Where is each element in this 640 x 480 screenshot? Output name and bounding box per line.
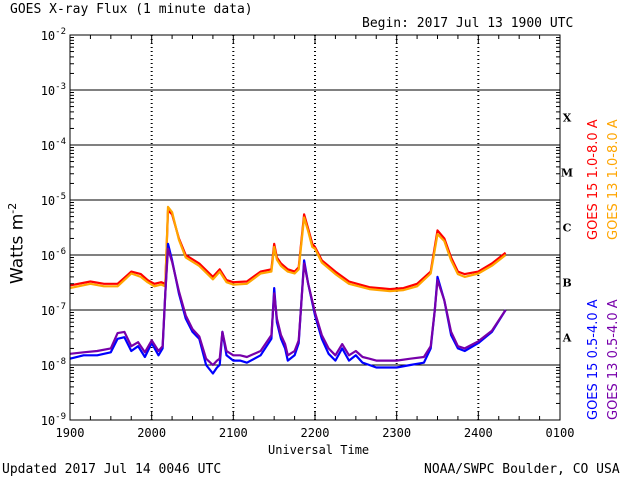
flare-class-label: C — [563, 222, 572, 235]
y-tick-label: 10-8 — [41, 357, 66, 373]
x-tick-label: 2300 — [382, 426, 411, 440]
x-tick-label: 0100 — [546, 426, 575, 440]
y-tick-label: 10-9 — [41, 412, 66, 428]
y-tick-label: 10-3 — [41, 82, 66, 98]
y-tick-base: 10 — [41, 359, 55, 373]
legend-entry-2: GOES 13 1.0-8.0 A — [606, 119, 621, 240]
y-tick-label: 10-7 — [41, 302, 66, 318]
y-axis-label: Watts m-2 — [6, 203, 28, 284]
y-tick-base: 10 — [41, 304, 55, 318]
x-tick-label: 2400 — [464, 426, 493, 440]
flare-class-label: X — [563, 112, 572, 125]
flare-class-label: M — [561, 167, 573, 180]
series-line-1 — [69, 209, 507, 291]
y-axis-label-text: Watts m — [7, 213, 28, 284]
y-tick-exponent: -7 — [55, 302, 66, 312]
y-tick-base: 10 — [41, 84, 55, 98]
y-tick-base: 10 — [41, 249, 55, 263]
series-line-4 — [69, 247, 507, 367]
flare-class-label: B — [562, 277, 571, 290]
y-tick-base: 10 — [41, 29, 55, 43]
x-axis-label: Universal Time — [268, 443, 370, 457]
x-tick-label: 1900 — [56, 426, 85, 440]
x-tick-label: 2100 — [219, 426, 248, 440]
y-axis-label-exponent: -2 — [6, 202, 19, 214]
begin-time: Begin: 2017 Jul 13 1900 UTC — [362, 16, 574, 31]
flare-class-label: A — [562, 332, 572, 345]
y-tick-exponent: -3 — [55, 82, 66, 92]
frame-layer — [69, 34, 561, 421]
y-tick-base: 10 — [41, 194, 55, 208]
y-tick-label: 10-2 — [41, 27, 66, 43]
series-line-2 — [69, 205, 507, 293]
y-tick-exponent: -6 — [55, 247, 66, 257]
label-layer: 1900 2000 2100 2200 2300 2400 010010-210-310-4… — [41, 27, 621, 440]
x-tick-label: 2000 — [137, 426, 166, 440]
chart-title: GOES X-ray Flux (1 minute data) — [10, 2, 253, 17]
y-tick-exponent: -5 — [55, 192, 66, 202]
y-tick-label: 10-4 — [41, 137, 66, 153]
y-tick-exponent: -8 — [55, 357, 66, 367]
legend-entry-4: GOES 13 0.5-4.0 A — [606, 299, 621, 420]
updated-time: Updated 2017 Jul 14 0046 UTC — [2, 462, 222, 477]
credit: NOAA/SWPC Boulder, CO USA — [424, 462, 620, 477]
grid-layer — [70, 35, 560, 420]
y-tick-label: 10-6 — [41, 247, 66, 263]
y-tick-exponent: -9 — [55, 412, 66, 422]
y-tick-base: 10 — [41, 139, 55, 153]
legend-entry-3: GOES 15 0.5-4.0 A — [586, 299, 601, 420]
x-tick-label: 2200 — [301, 426, 330, 440]
series-layer — [69, 205, 507, 375]
y-tick-label: 10-5 — [41, 192, 66, 208]
y-tick-exponent: -4 — [55, 137, 66, 147]
y-tick-base: 10 — [41, 414, 55, 428]
y-tick-exponent: -2 — [55, 27, 66, 37]
legend-entry-1: GOES 15 1.0-8.0 A — [586, 119, 601, 240]
